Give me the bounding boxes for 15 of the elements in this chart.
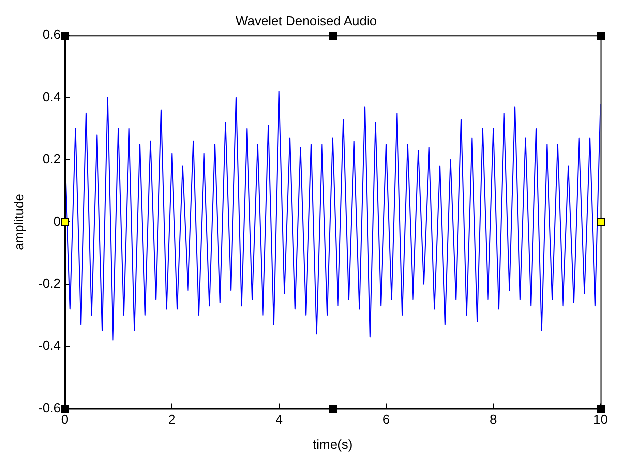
- y-tick-label: 0.2: [42, 152, 61, 167]
- x-tick-label: 10: [594, 412, 608, 428]
- y-tick-label: 0.4: [42, 89, 61, 104]
- y-tick-label: -0.4: [38, 338, 61, 354]
- x-tick-label: 2: [168, 412, 176, 428]
- x-tick-label: 8: [490, 412, 498, 428]
- x-tick-label: 6: [382, 412, 390, 428]
- y-axis-title: amplitude: [11, 194, 26, 250]
- x-tick-label: 4: [276, 412, 283, 428]
- chart-title: Wavelet Denoised Audio: [236, 13, 378, 28]
- y-tick-label: -0.2: [38, 276, 61, 291]
- y-tick-label: 0: [54, 214, 61, 229]
- y-tick-label: -0.6: [38, 400, 61, 416]
- y-tick-label: 0.6: [42, 27, 61, 42]
- x-axis-title: time(s): [313, 436, 353, 452]
